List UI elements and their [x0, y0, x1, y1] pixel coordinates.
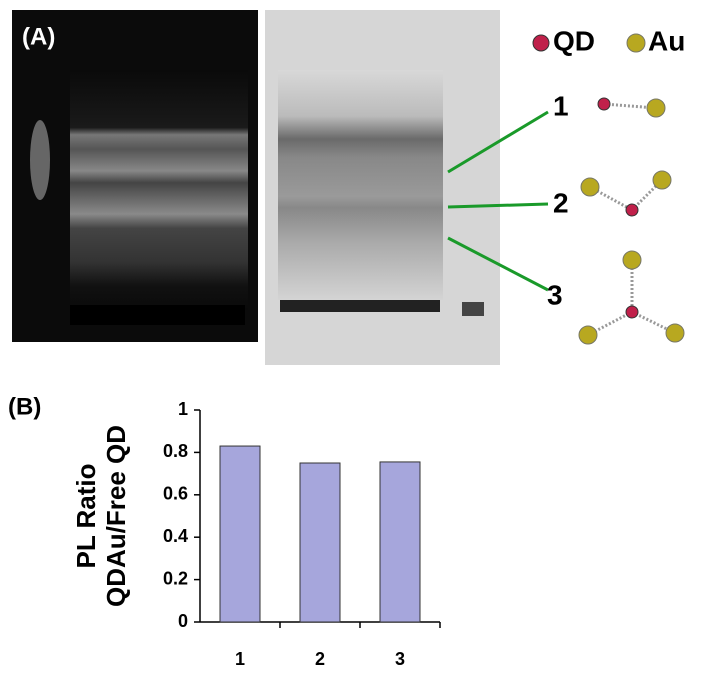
- y-tick-label: 0.4: [163, 526, 188, 546]
- figure: (A) QD Au 1 2 3 (B) 0 0.2 0.4 0.6 0.8 1 PL Rat…: [0, 0, 704, 673]
- bar: [380, 462, 420, 622]
- legend-swatch-au: [627, 34, 645, 52]
- y-tick-label: 1: [178, 399, 188, 419]
- panel-label: (A): [22, 23, 55, 50]
- legend-swatch-qd: [533, 35, 549, 51]
- gel-well: [70, 305, 245, 325]
- y-axis-label: PL Ratio: [71, 464, 101, 569]
- y-axis-label: QDAu/Free QD: [101, 425, 131, 607]
- x-tick-label: 2: [315, 649, 325, 669]
- band-label: 1: [553, 90, 569, 121]
- gel-well: [462, 302, 484, 316]
- gel-lane: [278, 70, 443, 300]
- y-tick-label: 0: [178, 611, 188, 631]
- gel-lane: [70, 70, 248, 310]
- panel-label: (B): [8, 393, 41, 420]
- ruler-glow: [30, 120, 50, 200]
- band-label: 2: [553, 187, 569, 218]
- linkers: [588, 104, 675, 335]
- bar: [300, 463, 340, 622]
- y-tick-label: 0.2: [163, 568, 188, 588]
- legend-label: QD: [553, 25, 595, 56]
- legend-label: Au: [648, 25, 685, 56]
- x-tick-label: 1: [235, 649, 245, 669]
- x-tick-label: 3: [395, 649, 405, 669]
- bar: [220, 446, 260, 622]
- band-label: 3: [547, 279, 563, 310]
- y-tick-label: 0.8: [163, 441, 188, 461]
- gel-well: [280, 300, 440, 312]
- y-tick-label: 0.6: [163, 484, 188, 504]
